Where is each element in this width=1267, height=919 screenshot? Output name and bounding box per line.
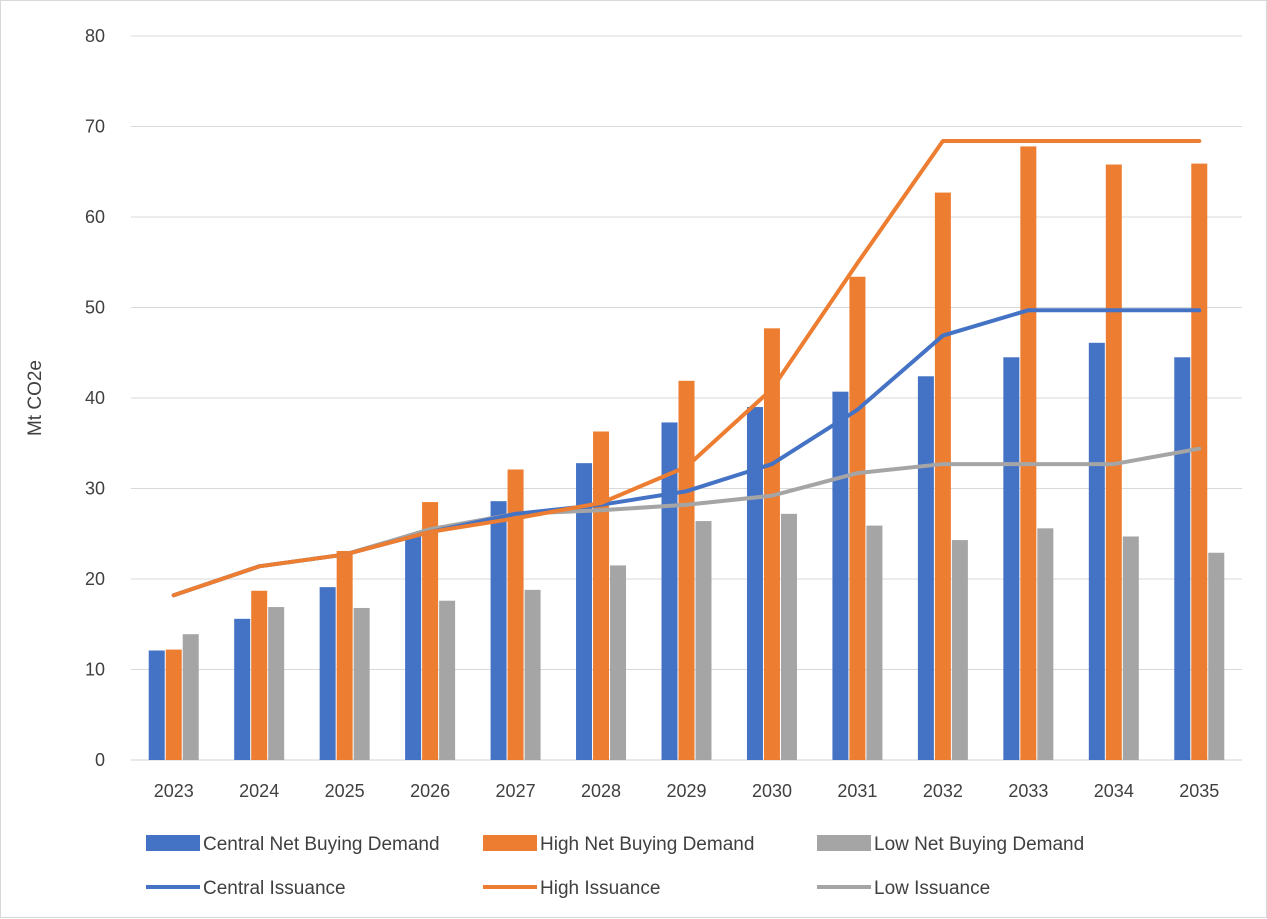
bar-central-net-buying-demand — [319, 587, 336, 760]
y-tick-label: 20 — [85, 569, 105, 589]
bar-central-net-buying-demand — [1088, 342, 1105, 760]
x-tick-label: 2028 — [581, 781, 621, 801]
bar-central-net-buying-demand — [148, 650, 165, 760]
bar-central-net-buying-demand — [405, 535, 422, 760]
bar-low-net-buying-demand — [610, 565, 627, 760]
bar-high-net-buying-demand — [678, 380, 695, 760]
legend-swatch — [483, 835, 537, 851]
bar-high-net-buying-demand — [165, 649, 182, 760]
bar-high-net-buying-demand — [763, 328, 780, 760]
x-tick-label: 2025 — [325, 781, 365, 801]
bar-high-net-buying-demand — [507, 469, 524, 760]
bar-central-net-buying-demand — [576, 463, 593, 760]
bar-central-net-buying-demand — [234, 618, 251, 760]
bar-central-net-buying-demand — [832, 391, 849, 760]
legend-label: Low Net Buying Demand — [874, 834, 1084, 855]
bar-high-net-buying-demand — [593, 431, 610, 760]
y-tick-label: 50 — [85, 298, 105, 318]
y-axis-ticks: 0 10 20 30 40 50 60 70 80 — [85, 26, 105, 770]
legend-swatch — [146, 835, 200, 851]
line-high-issuance — [171, 138, 1202, 598]
bar-series-group — [148, 146, 1225, 761]
bar-low-net-buying-demand — [353, 607, 370, 760]
bar-high-net-buying-demand — [422, 502, 439, 760]
bar-low-net-buying-demand — [1122, 536, 1139, 760]
y-tick-label: 10 — [85, 660, 105, 680]
x-tick-label: 2033 — [1008, 781, 1048, 801]
bar-low-net-buying-demand — [951, 540, 968, 760]
x-tick-label: 2035 — [1179, 781, 1219, 801]
x-tick-label: 2024 — [239, 781, 279, 801]
y-tick-label: 40 — [85, 388, 105, 408]
legend-label: High Issuance — [540, 878, 660, 899]
x-tick-label: 2034 — [1094, 781, 1134, 801]
bar-central-net-buying-demand — [490, 501, 507, 760]
x-tick-label: 2031 — [837, 781, 877, 801]
y-tick-label: 30 — [85, 479, 105, 499]
legend-label: High Net Buying Demand — [540, 834, 754, 855]
y-tick-label: 70 — [85, 117, 105, 137]
y-axis-title: Mt CO2e — [25, 360, 46, 436]
legend-label: Central Net Buying Demand — [203, 834, 440, 855]
bar-central-net-buying-demand — [1003, 357, 1020, 760]
bar-low-net-buying-demand — [780, 513, 797, 760]
x-tick-label: 2032 — [923, 781, 963, 801]
legend: Central Net Buying Demand High Net Buying… — [146, 834, 1084, 899]
y-tick-label: 60 — [85, 207, 105, 227]
bar-low-net-buying-demand — [439, 600, 456, 760]
x-tick-label: 2023 — [154, 781, 194, 801]
legend-label: Low Issuance — [874, 878, 990, 899]
bar-central-net-buying-demand — [1174, 357, 1191, 760]
bar-central-net-buying-demand — [917, 376, 934, 760]
x-tick-label: 2027 — [496, 781, 536, 801]
line-series-group — [171, 138, 1202, 598]
bar-high-net-buying-demand — [251, 590, 268, 760]
bar-low-net-buying-demand — [1037, 528, 1054, 760]
bar-high-net-buying-demand — [1191, 163, 1208, 761]
y-tick-label: 80 — [85, 26, 105, 46]
bar-low-net-buying-demand — [866, 525, 883, 760]
bar-high-net-buying-demand — [934, 192, 951, 760]
bar-high-net-buying-demand — [1020, 146, 1037, 760]
bar-high-net-buying-demand — [849, 276, 866, 760]
bar-low-net-buying-demand — [268, 607, 285, 760]
bar-central-net-buying-demand — [746, 407, 763, 760]
bar-low-net-buying-demand — [695, 521, 712, 760]
bar-low-net-buying-demand — [1208, 552, 1225, 760]
bar-low-net-buying-demand — [182, 634, 199, 760]
legend-swatch — [817, 835, 871, 851]
x-tick-label: 2029 — [666, 781, 706, 801]
x-tick-label: 2030 — [752, 781, 792, 801]
bar-high-net-buying-demand — [336, 550, 353, 760]
x-axis-ticks: 2023 2024 2025 2026 2027 2028 2029 2030 2031 2032… — [154, 781, 1220, 801]
bar-low-net-buying-demand — [524, 589, 541, 760]
x-tick-label: 2026 — [410, 781, 450, 801]
legend-label: Central Issuance — [203, 878, 346, 899]
y-tick-label: 0 — [95, 750, 105, 770]
